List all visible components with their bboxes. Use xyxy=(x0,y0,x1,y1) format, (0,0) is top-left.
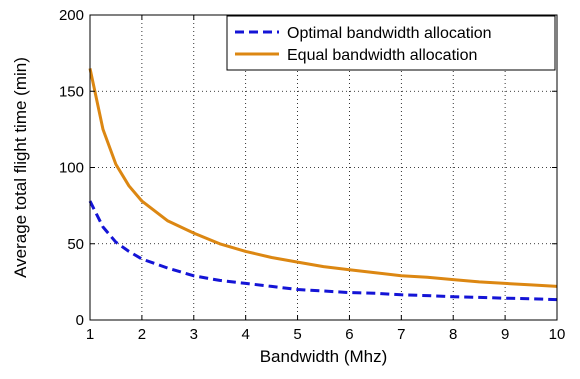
y-tick-label: 100 xyxy=(59,160,84,177)
x-tick-label: 4 xyxy=(241,326,249,343)
y-tick-label: 200 xyxy=(59,7,84,24)
series-line-1 xyxy=(88,200,558,302)
y-axis-label: Average total flight time (min) xyxy=(11,57,30,278)
legend-label-2: Equal bandwidth allocation xyxy=(287,47,477,64)
x-tick-label: 2 xyxy=(138,326,146,343)
grid-lines xyxy=(90,15,557,320)
x-tick-label: 10 xyxy=(549,326,566,343)
series-lines xyxy=(88,68,558,302)
series-line-2 xyxy=(88,68,558,288)
x-tick-label: 9 xyxy=(501,326,509,343)
x-tick-label: 6 xyxy=(345,326,353,343)
x-tick-label: 1 xyxy=(86,326,94,343)
x-tick-label: 8 xyxy=(449,326,457,343)
y-tick-label: 50 xyxy=(67,236,84,253)
y-tick-label: 150 xyxy=(59,83,84,100)
y-tick-label: 0 xyxy=(76,312,84,329)
legend-box xyxy=(226,15,556,71)
x-tick-label: 3 xyxy=(190,326,198,343)
x-axis-label: Bandwidth (Mhz) xyxy=(260,347,388,366)
x-tick-label: 5 xyxy=(293,326,301,343)
x-tick-label: 7 xyxy=(397,326,405,343)
legend: Optimal bandwidth allocation Equal bandwi… xyxy=(226,15,556,71)
legend-label-1: Optimal bandwidth allocation xyxy=(287,25,492,42)
